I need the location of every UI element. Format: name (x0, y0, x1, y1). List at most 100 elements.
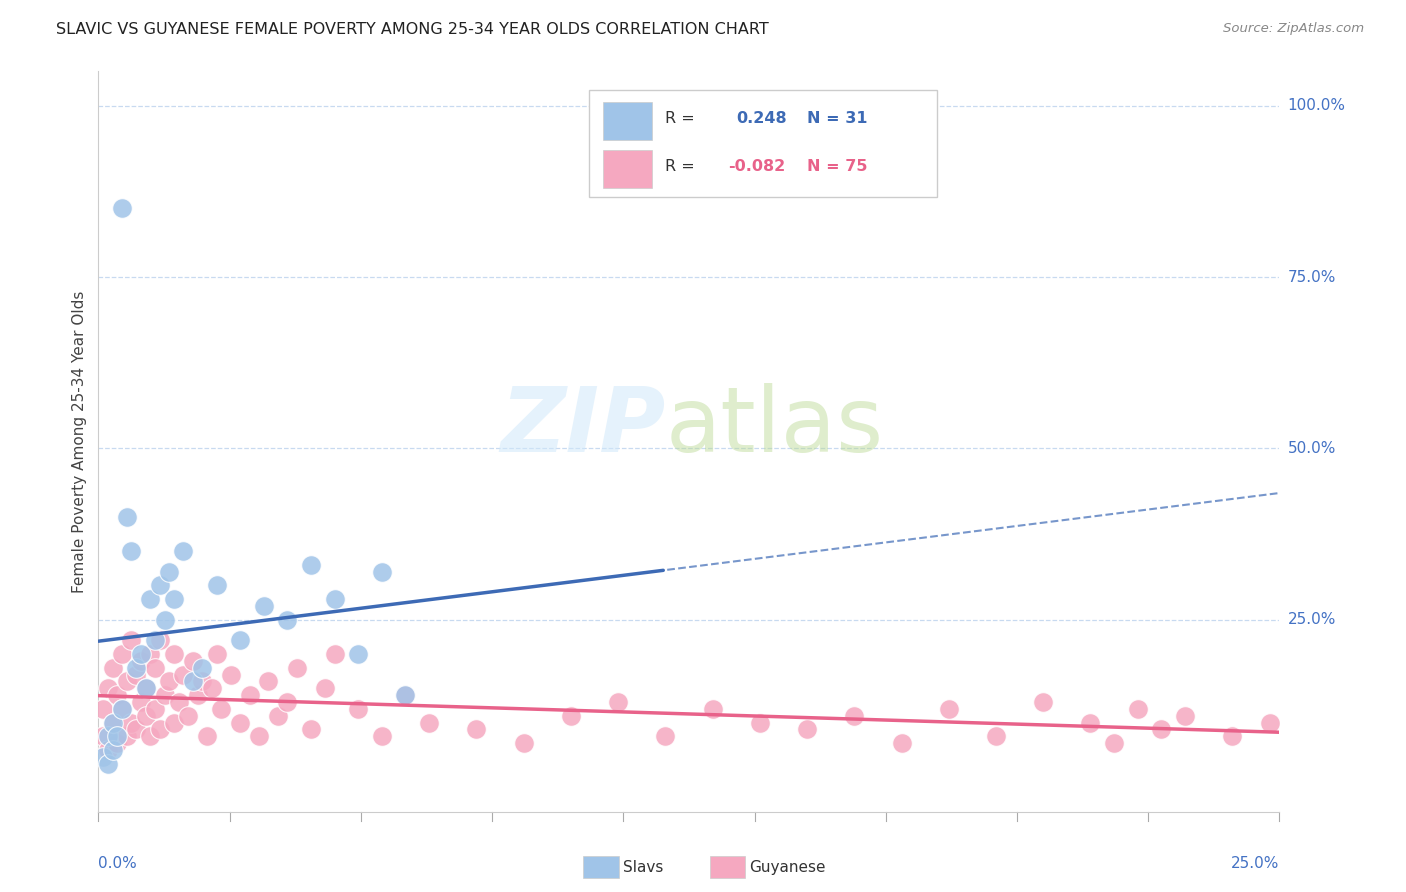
Point (512, 736, 534, 750)
Point (129, 695, 152, 709)
Point (247, 729, 270, 743)
Text: Guyanese: Guyanese (749, 860, 825, 874)
Text: 0.248: 0.248 (737, 111, 787, 126)
Point (129, 654, 152, 668)
Point (97, 743, 120, 757)
Point (205, 578, 228, 592)
Point (371, 565, 394, 579)
Point (135, 708, 157, 723)
Point (314, 681, 336, 696)
Point (560, 708, 582, 723)
Text: 0.0%: 0.0% (98, 856, 138, 871)
Point (172, 667, 194, 681)
Point (129, 647, 152, 661)
Point (984, 729, 1007, 743)
Point (177, 708, 200, 723)
Point (1258, 715, 1281, 730)
Text: SLAVIC VS GUYANESE FEMALE POVERTY AMONG 25-34 YEAR OLDS CORRELATION CHART: SLAVIC VS GUYANESE FEMALE POVERTY AMONG … (56, 22, 769, 37)
Point (111, 647, 134, 661)
Text: atlas: atlas (665, 383, 883, 471)
Point (219, 667, 242, 681)
Point (149, 633, 172, 648)
Point (121, 633, 143, 648)
Point (111, 202, 134, 216)
Point (205, 647, 228, 661)
Text: 100.0%: 100.0% (1288, 98, 1346, 113)
Point (239, 688, 262, 702)
Point (97, 729, 120, 743)
Point (1032, 695, 1054, 709)
Text: Source: ZipAtlas.com: Source: ZipAtlas.com (1223, 22, 1364, 36)
Point (267, 708, 290, 723)
Text: Slavs: Slavs (623, 860, 664, 874)
Point (143, 661, 166, 675)
Point (157, 674, 180, 689)
Point (105, 688, 128, 702)
Point (187, 688, 209, 702)
Point (257, 674, 280, 689)
Point (101, 661, 124, 675)
Point (91, 750, 114, 764)
Point (101, 715, 124, 730)
Point (167, 695, 190, 709)
Point (323, 592, 346, 607)
Point (702, 702, 724, 716)
Point (115, 510, 138, 524)
Point (91, 729, 114, 743)
Text: R =: R = (665, 159, 700, 174)
Point (465, 723, 488, 737)
Point (209, 702, 232, 716)
Point (181, 654, 204, 668)
FancyBboxPatch shape (603, 102, 652, 140)
Point (796, 723, 818, 737)
Point (191, 661, 214, 675)
Point (371, 729, 394, 743)
Point (111, 702, 134, 716)
Point (97, 756, 120, 771)
Point (253, 599, 276, 613)
Point (181, 674, 204, 689)
Point (163, 715, 186, 730)
Point (1150, 723, 1173, 737)
Point (347, 647, 370, 661)
Point (748, 715, 770, 730)
Text: N = 75: N = 75 (807, 159, 868, 174)
Text: 50.0%: 50.0% (1288, 441, 1336, 456)
Point (125, 661, 148, 675)
Text: 25.0%: 25.0% (1288, 612, 1336, 627)
Point (229, 715, 252, 730)
Point (143, 702, 166, 716)
Point (101, 715, 124, 730)
Point (149, 723, 172, 737)
Point (938, 702, 960, 716)
Text: -0.082: -0.082 (728, 159, 785, 174)
Text: ZIP: ZIP (501, 383, 665, 471)
Point (1102, 736, 1125, 750)
Point (890, 736, 912, 750)
Text: 75.0%: 75.0% (1288, 269, 1336, 285)
Point (143, 633, 166, 648)
Point (418, 715, 440, 730)
FancyBboxPatch shape (603, 150, 652, 188)
Point (394, 688, 416, 702)
Point (1080, 715, 1102, 730)
Point (1220, 729, 1243, 743)
Text: N = 31: N = 31 (807, 111, 868, 126)
Point (285, 661, 308, 675)
Point (172, 544, 194, 558)
Point (276, 695, 298, 709)
Point (105, 736, 128, 750)
Point (101, 743, 124, 757)
Point (111, 702, 134, 716)
Point (276, 613, 298, 627)
Point (115, 674, 138, 689)
Point (149, 578, 172, 592)
Point (139, 729, 162, 743)
Point (195, 729, 218, 743)
Point (91, 702, 114, 716)
Point (157, 565, 180, 579)
Point (201, 681, 224, 696)
Point (323, 647, 346, 661)
Point (153, 688, 176, 702)
FancyBboxPatch shape (589, 90, 936, 197)
